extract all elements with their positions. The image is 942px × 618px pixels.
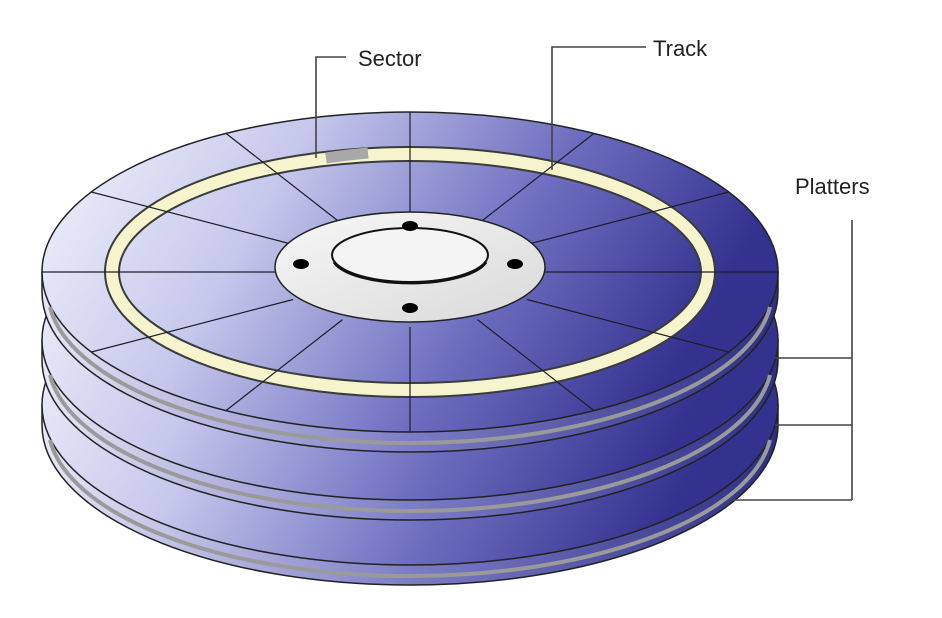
sector-line [526, 191, 729, 246]
sector-line [526, 298, 729, 353]
sector-line [91, 191, 294, 246]
sector-line [477, 132, 595, 225]
platters-label: Platters [795, 174, 870, 199]
hub-hole-top [402, 221, 418, 231]
leader-lines [315, 46, 853, 501]
sector-line [225, 319, 343, 412]
hub-hole-left [293, 259, 309, 269]
sector-lines [42, 112, 778, 432]
sector-line [91, 298, 294, 353]
sector-line [477, 319, 595, 412]
sector-highlight [325, 147, 369, 164]
platters-leader [730, 220, 853, 501]
hub-hole-right [507, 259, 523, 269]
track-label: Track [653, 36, 708, 61]
sector-line [225, 132, 343, 225]
track-leader [551, 46, 646, 170]
platter-top [41, 111, 779, 453]
sector-label: Sector [358, 46, 422, 71]
sector-leader [315, 56, 346, 158]
hub-hole-bottom [402, 303, 418, 313]
